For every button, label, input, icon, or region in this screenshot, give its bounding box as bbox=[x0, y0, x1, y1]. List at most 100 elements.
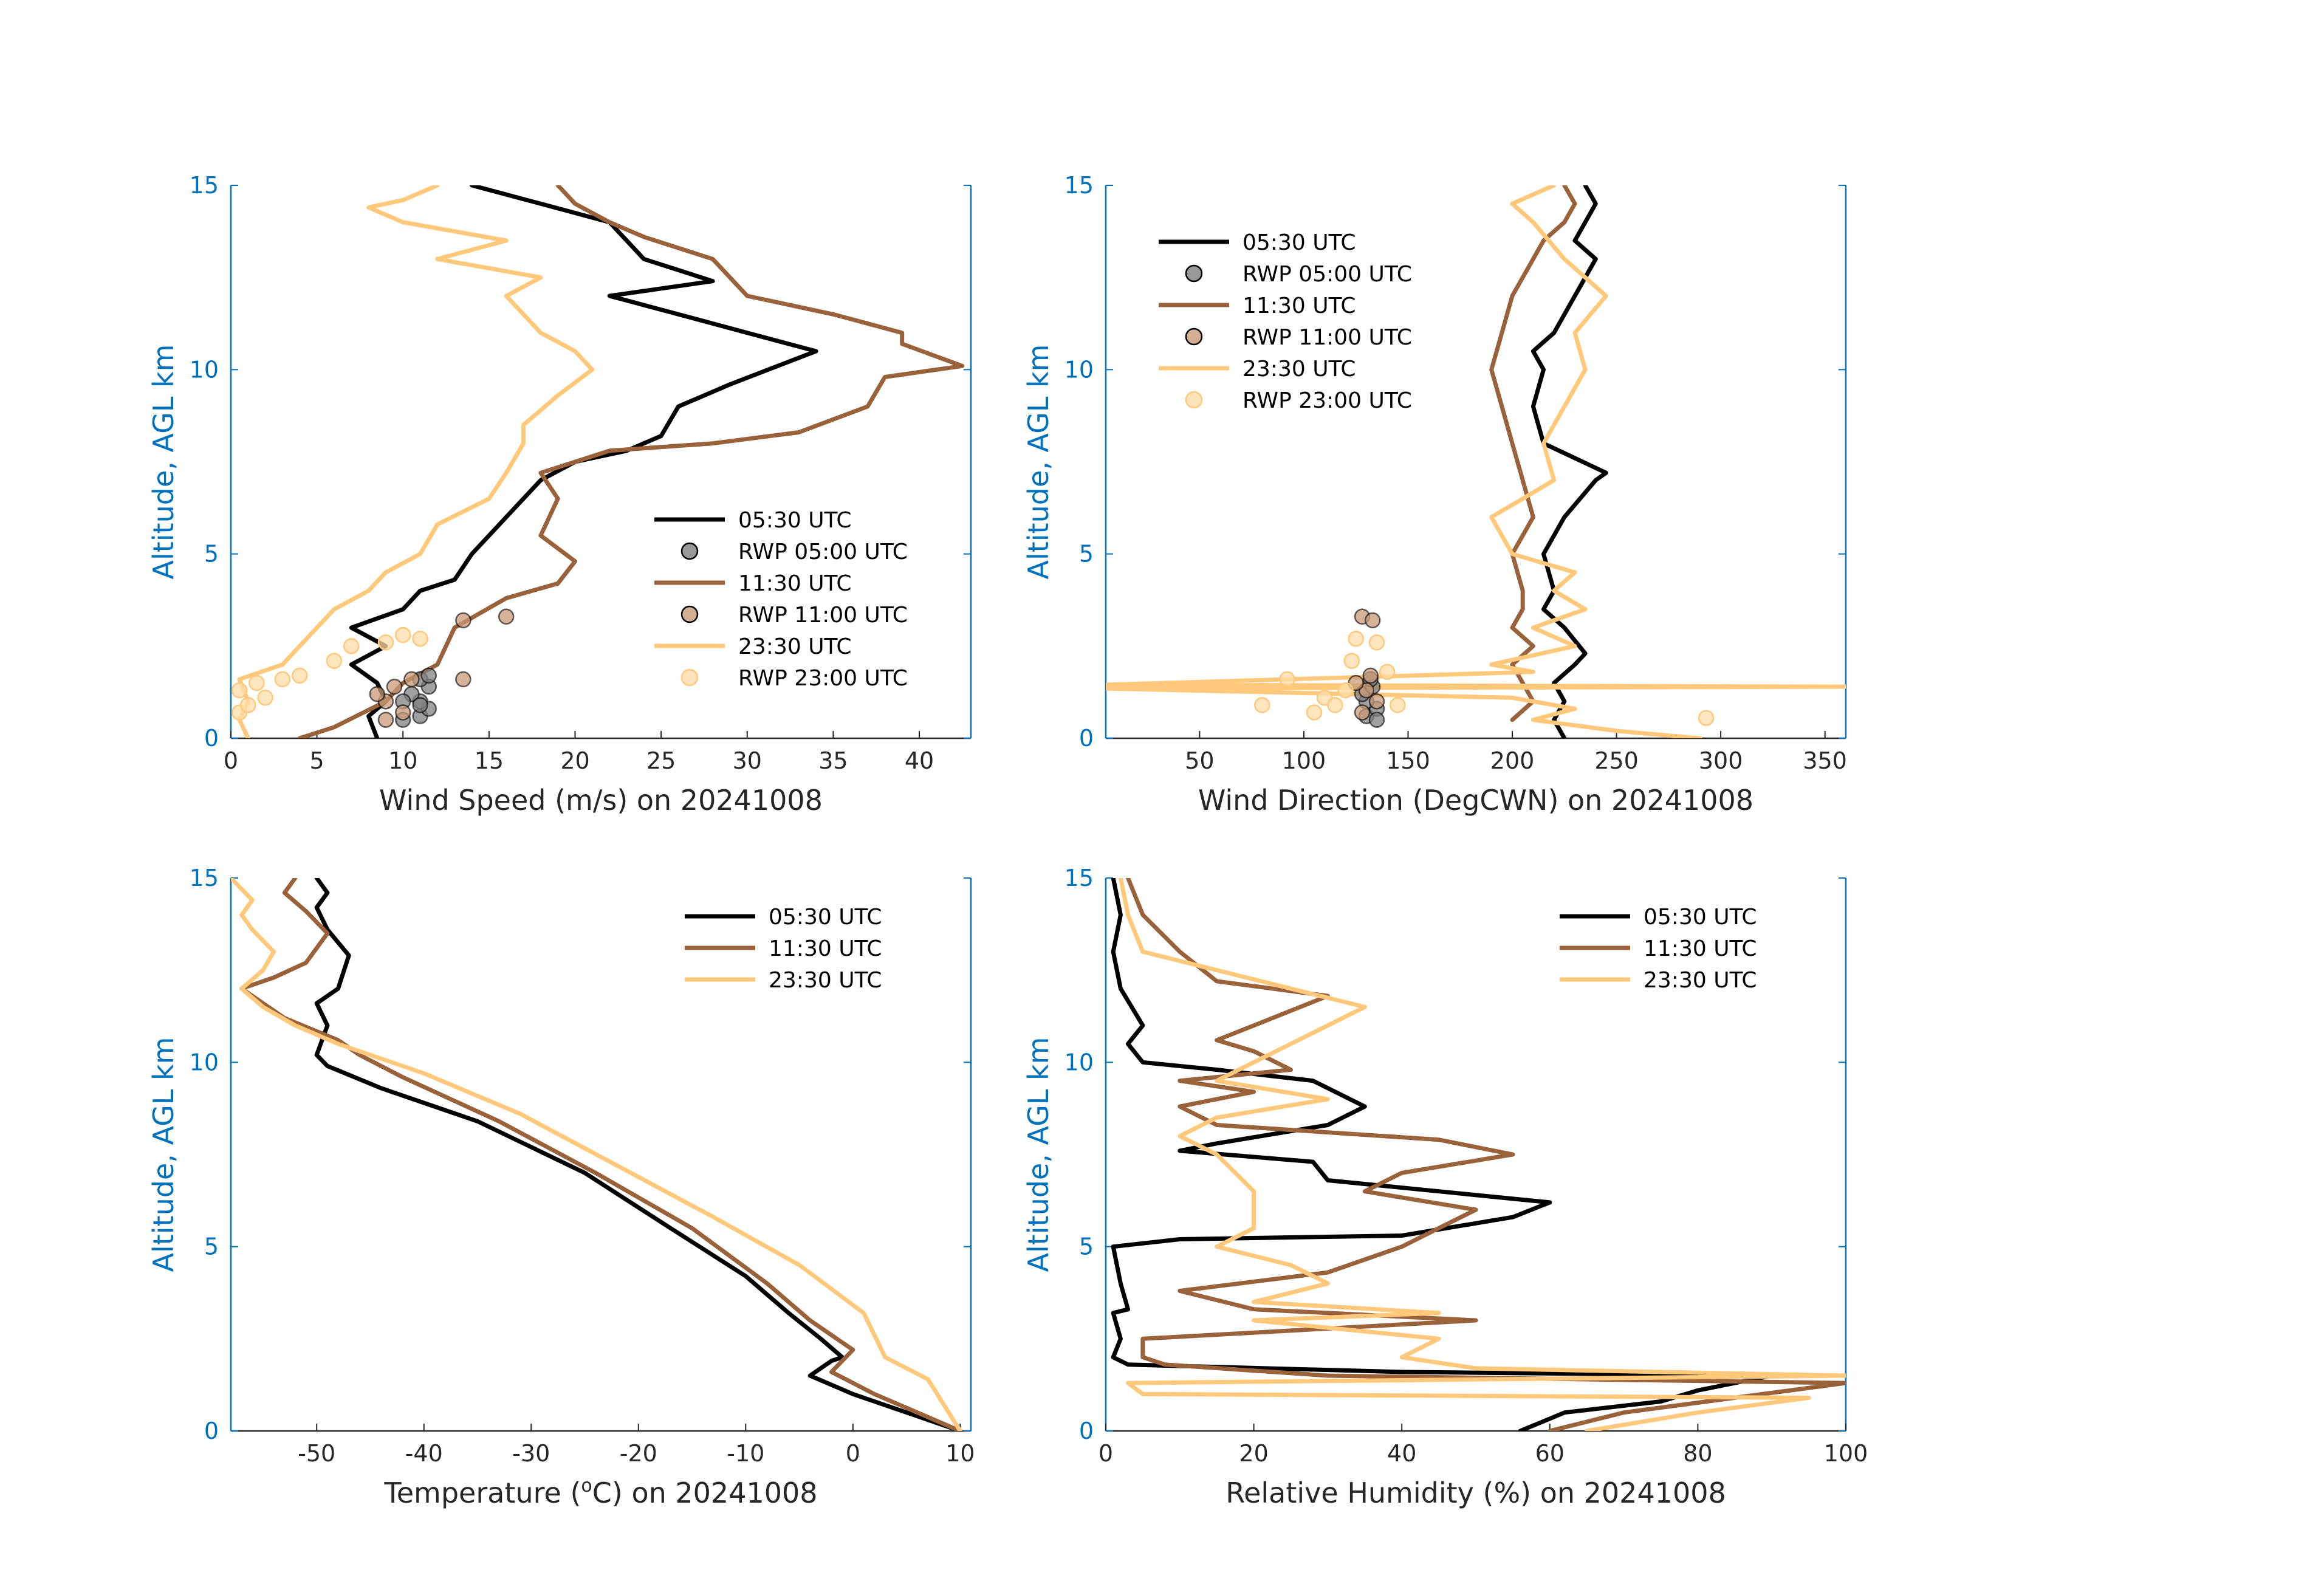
scatter-point bbox=[369, 685, 386, 702]
x-tick-label: -40 bbox=[405, 1440, 443, 1467]
legend-label: 23:30 UTC bbox=[1243, 357, 1356, 382]
x-tick-label: 40 bbox=[1387, 1440, 1416, 1467]
y-tick-label: 5 bbox=[1079, 541, 1094, 568]
series-line-1130 bbox=[239, 878, 962, 1431]
x-axis-label: Wind Speed (m/s) on 20241008 bbox=[379, 784, 823, 817]
series-line-0530 bbox=[1111, 878, 1774, 1431]
x-axis-label: Temperature (oC) on 20241008 bbox=[383, 1475, 817, 1509]
scatter-point bbox=[377, 712, 394, 728]
scatter-point bbox=[1390, 697, 1406, 713]
x-axis-label-part: C) on 20241008 bbox=[592, 1477, 818, 1509]
x-tick-label: 40 bbox=[905, 747, 934, 774]
x-tick-label: -30 bbox=[512, 1440, 550, 1467]
x-tick-label: 10 bbox=[388, 747, 417, 774]
legend-marker bbox=[1185, 391, 1203, 409]
series-line-2330 bbox=[237, 185, 595, 738]
scatter-point bbox=[1362, 667, 1379, 684]
y-tick-label: 0 bbox=[204, 1418, 219, 1444]
x-tick-label: 300 bbox=[1699, 747, 1743, 774]
y-tick-label: 10 bbox=[1064, 356, 1094, 383]
y-tick-label: 10 bbox=[1064, 1049, 1094, 1075]
x-axis-label: Relative Humidity (%) on 20241008 bbox=[1225, 1477, 1726, 1509]
y-tick-label: 15 bbox=[190, 865, 219, 891]
y-tick-label: 0 bbox=[1079, 1418, 1094, 1444]
legend-label: 11:30 UTC bbox=[738, 571, 852, 596]
x-tick-label: 20 bbox=[560, 747, 589, 774]
x-tick-label: -10 bbox=[727, 1440, 764, 1467]
y-tick-label: 5 bbox=[1079, 1233, 1094, 1260]
x-axis-label: Wind Direction (DegCWN) on 20241008 bbox=[1198, 784, 1753, 817]
y-axis-label: Altitude, AGL km bbox=[147, 344, 180, 579]
y-tick-label: 10 bbox=[190, 1049, 219, 1075]
series-line-1130 bbox=[297, 185, 965, 738]
scatter-point bbox=[1368, 634, 1385, 651]
y-axis-label: Altitude, AGL km bbox=[1022, 344, 1055, 579]
legend-label: 11:30 UTC bbox=[769, 936, 882, 961]
legend-label: 05:30 UTC bbox=[769, 905, 882, 930]
x-tick-label: 250 bbox=[1594, 747, 1639, 774]
x-tick-label: 30 bbox=[733, 747, 762, 774]
x-tick-label: 350 bbox=[1803, 747, 1847, 774]
scatter-point bbox=[403, 671, 420, 688]
x-tick-label: -20 bbox=[620, 1440, 657, 1467]
x-axis-label-part: Temperature ( bbox=[383, 1477, 581, 1509]
scatter-point bbox=[257, 690, 273, 706]
scatter-point bbox=[1364, 612, 1381, 629]
x-tick-label: 0 bbox=[224, 747, 238, 774]
legend-marker bbox=[1185, 328, 1203, 346]
x-tick-label: 10 bbox=[945, 1440, 975, 1467]
legend-label: 11:30 UTC bbox=[1644, 936, 1757, 961]
scatter-point bbox=[1698, 710, 1715, 726]
y-tick-label: 15 bbox=[1064, 865, 1094, 891]
scatter-point bbox=[455, 671, 471, 688]
x-tick-label: 25 bbox=[646, 747, 676, 774]
scatter-point bbox=[455, 612, 471, 629]
y-tick-label: 10 bbox=[190, 356, 219, 383]
scatter-point bbox=[1368, 712, 1385, 728]
scatter-point bbox=[274, 671, 291, 688]
wind-speed-panel: 0 5 10 15 20 25 30 35 40 0 5 10 15 Wind Speed (m/s) o… bbox=[147, 172, 972, 817]
legend-label: RWP 11:00 UTC bbox=[738, 603, 908, 628]
legend-label: RWP 05:00 UTC bbox=[738, 540, 908, 564]
legend-marker bbox=[680, 542, 699, 560]
legend-label: RWP 23:00 UTC bbox=[738, 666, 908, 691]
y-tick-label: 5 bbox=[204, 541, 219, 568]
y-tick-label: 0 bbox=[204, 725, 219, 752]
scatter-point bbox=[412, 697, 428, 713]
scatter-point bbox=[343, 638, 360, 654]
x-tick-label: 20 bbox=[1239, 1440, 1268, 1467]
scatter-point bbox=[386, 678, 403, 695]
legend-label: 11:30 UTC bbox=[1243, 293, 1356, 318]
series-line-1130 bbox=[1126, 878, 1846, 1431]
x-tick-label: 50 bbox=[1185, 747, 1214, 774]
series-line-0530 bbox=[1530, 185, 1608, 738]
scatter-point bbox=[1327, 697, 1343, 713]
y-tick-label: 15 bbox=[1064, 172, 1094, 199]
plot-area bbox=[231, 878, 962, 1431]
x-tick-label: 0 bbox=[1099, 1440, 1113, 1467]
series-line-2330 bbox=[231, 878, 962, 1431]
legend-label: RWP 11:00 UTC bbox=[1243, 325, 1412, 350]
x-tick-label: -50 bbox=[298, 1440, 335, 1467]
x-tick-label: 100 bbox=[1824, 1440, 1868, 1467]
scatter-point bbox=[240, 697, 256, 713]
x-tick-label: 100 bbox=[1282, 747, 1326, 774]
legend-label: RWP 05:00 UTC bbox=[1243, 262, 1412, 287]
scatter-point bbox=[395, 704, 411, 721]
x-tick-label: 5 bbox=[310, 747, 324, 774]
scatter-point bbox=[498, 608, 515, 625]
series-line-2330 bbox=[1118, 878, 1846, 1431]
legend-label: 05:30 UTC bbox=[1644, 905, 1757, 930]
legend-marker bbox=[680, 605, 699, 623]
legend-label: 23:30 UTC bbox=[769, 968, 882, 993]
y-axis-label: Altitude, AGL km bbox=[147, 1037, 180, 1272]
plot-area bbox=[1106, 185, 1846, 738]
x-tick-label: 60 bbox=[1535, 1440, 1565, 1467]
y-tick-label: 15 bbox=[190, 172, 219, 199]
scatter-point bbox=[326, 653, 343, 669]
temperature-panel: -50 -40 -30 -20 -10 0 10 0 5 10 15 Temperature (oC)… bbox=[147, 865, 975, 1509]
y-axis-label: Altitude, AGL km bbox=[1022, 1037, 1055, 1272]
scatter-point bbox=[412, 630, 428, 647]
legend-label: RWP 23:00 UTC bbox=[1243, 388, 1412, 413]
